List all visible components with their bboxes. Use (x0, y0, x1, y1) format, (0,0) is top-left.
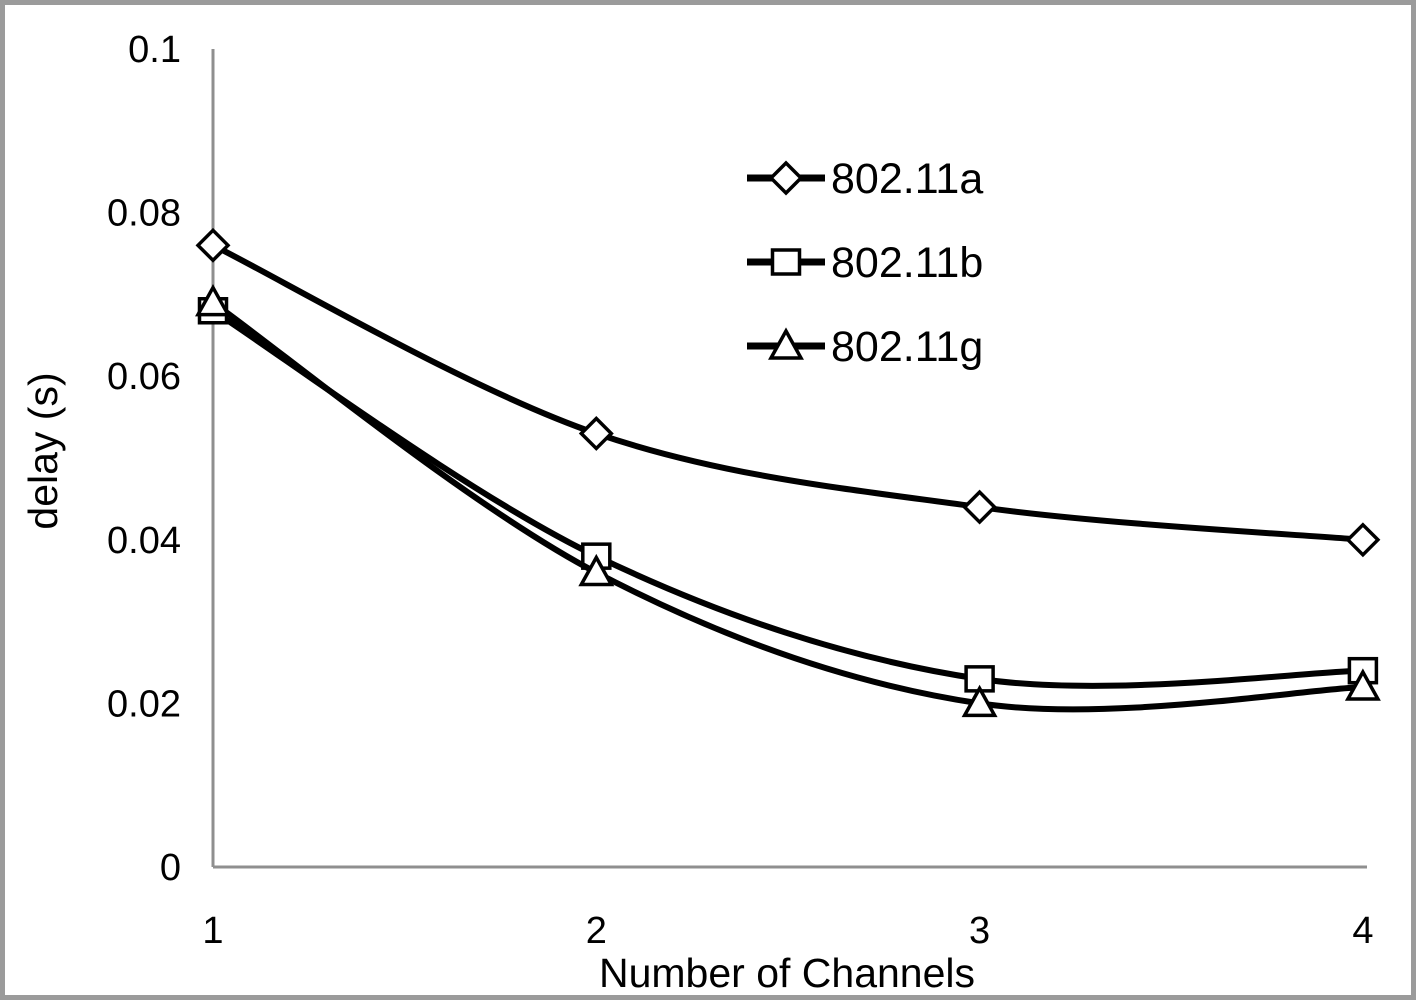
y-tick-label: 0.02 (107, 683, 181, 725)
triangle-marker-icon (578, 553, 615, 587)
legend-item: 802.11g (747, 323, 983, 371)
y-tick-label: 0.06 (107, 356, 181, 398)
legend-label: 802.11b (831, 239, 983, 287)
x-tick-label: 1 (202, 910, 223, 952)
series-802.11a (195, 227, 1381, 558)
series-lines (195, 227, 1381, 718)
triangle-marker-icon (1344, 668, 1381, 701)
diamond-marker-icon (768, 160, 804, 196)
x-tick-label: 3 (969, 910, 990, 952)
x-tick-label: 4 (1352, 910, 1373, 952)
triangle-marker-icon (961, 684, 998, 718)
x-tick-label: 2 (586, 910, 607, 952)
x-axis-title: Number of Channels (599, 950, 975, 996)
series-line (211, 242, 1364, 543)
triangle-marker-icon (195, 283, 231, 317)
triangle-marker-icon (768, 327, 804, 360)
axes (211, 49, 1367, 869)
diamond-marker-icon (195, 227, 231, 263)
x-axis-tick-labels: 1 2 3 4 (202, 910, 1373, 952)
legend-item: 802.11a (747, 155, 983, 203)
diamond-marker-icon (1345, 522, 1381, 558)
y-tick-label: 0 (160, 847, 181, 889)
y-axis-tick-labels: 0 0.02 0.04 0.06 0.08 0.1 (107, 29, 181, 889)
diamond-marker-icon (962, 489, 998, 525)
square-marker-icon (770, 248, 802, 276)
legend-label: 802.11a (831, 155, 983, 203)
y-axis-title: delay (s) (20, 372, 66, 529)
legend-label: 802.11g (831, 323, 983, 371)
diamond-marker-icon (578, 415, 614, 451)
series-line (211, 300, 1364, 713)
legend: 802.11a 802.11b 802.11g (747, 155, 983, 371)
y-tick-label: 0.1 (128, 29, 181, 71)
legend-item: 802.11b (747, 239, 983, 287)
series-802.11g (195, 283, 1381, 718)
y-tick-label: 0.08 (107, 193, 181, 235)
y-tick-label: 0.04 (107, 520, 181, 562)
series-line (211, 308, 1363, 689)
line-chart: 0 0.02 0.04 0.06 0.08 0.1 1 2 3 4 802.11a 802.11b… (20, 29, 1381, 996)
